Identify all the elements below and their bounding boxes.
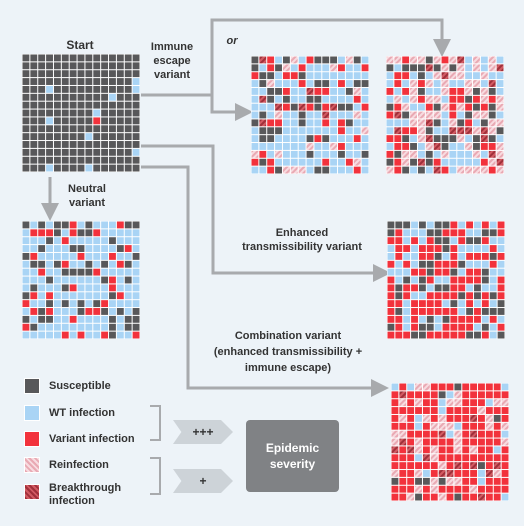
enhanced-transmissibility-grid xyxy=(387,221,505,339)
wt-swatch xyxy=(24,405,40,421)
legend-label: WT infection xyxy=(49,406,115,419)
legend-label: Susceptible xyxy=(49,379,111,392)
legend-breakthrough: Breakthrough infection xyxy=(24,482,139,512)
immune-escape-grid-b xyxy=(386,56,504,174)
legend-wt: WT infection xyxy=(24,404,115,422)
legend-label: Variant infection xyxy=(49,432,135,445)
breakthrough-swatch xyxy=(24,484,40,500)
combination-label-2: (enhanced transmissibility + xyxy=(213,346,363,358)
bracket-icon xyxy=(150,457,161,495)
start-grid xyxy=(22,54,140,172)
chevron-arrow-icon: +++ xyxy=(173,420,233,444)
epidemic-severity-box: Epidemic severity xyxy=(246,420,339,492)
neutral-label: Neutral variant xyxy=(68,183,106,209)
combination-variant-grid xyxy=(391,383,509,501)
severity-line-1: Epidemic xyxy=(265,441,320,455)
combination-label-3: immune escape) xyxy=(244,362,332,374)
arrow-icon xyxy=(210,95,253,121)
arrow-icon xyxy=(141,165,389,397)
variant-swatch xyxy=(24,431,40,447)
arrow-icon xyxy=(141,144,391,282)
immune-escape-label: Immune escape variant xyxy=(150,41,194,81)
start-label: Start xyxy=(66,38,94,52)
legend-susceptible: Susceptible xyxy=(24,377,111,395)
legend-reinfection: Reinfection xyxy=(24,456,109,474)
severity-line-2: severity xyxy=(269,457,316,471)
chevron-arrow-icon: + xyxy=(173,469,233,493)
immune-escape-grid-a xyxy=(251,56,369,174)
or-label: or xyxy=(226,35,238,47)
legend-label: Reinfection xyxy=(49,458,109,471)
legend-label: Breakthrough infection xyxy=(49,482,122,507)
enhanced-label: Enhanced transmissibility variant xyxy=(242,227,362,253)
reinfection-swatch xyxy=(24,457,40,473)
susceptible-swatch xyxy=(24,378,40,394)
legend-variant: Variant infection xyxy=(24,430,135,448)
neutral-variant-grid xyxy=(22,221,140,339)
bracket-icon xyxy=(150,405,161,441)
combination-label-1: Combination variant xyxy=(234,330,342,342)
arrow-icon xyxy=(141,18,451,97)
